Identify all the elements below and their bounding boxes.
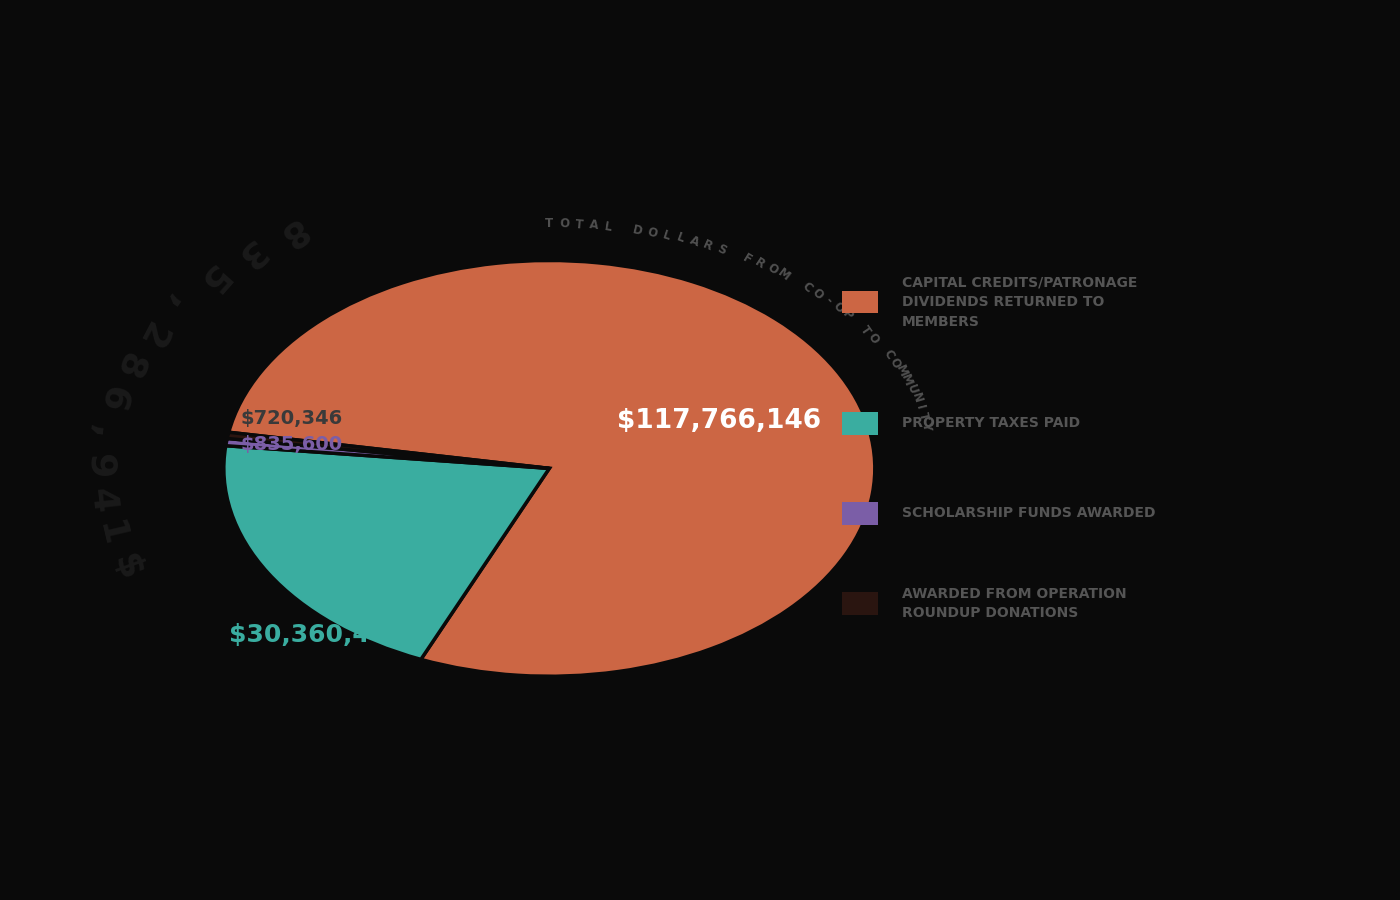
Text: L: L [675,231,686,246]
Bar [843,592,878,615]
Text: -: - [822,294,834,307]
Wedge shape [228,260,875,676]
Text: O: O [645,225,658,240]
Text: S: S [714,242,728,257]
Text: 4: 4 [84,486,120,515]
Bar [843,502,878,525]
Text: C: C [799,279,815,295]
Wedge shape [224,446,549,660]
Text: 9: 9 [83,454,116,479]
Text: I: I [913,403,927,411]
Text: O: O [809,285,826,302]
Text: $30,360,447: $30,360,447 [230,623,405,647]
Text: O: O [865,330,882,346]
Text: CAPITAL CREDITS/PATRONAGE
DIVIDENDS RETURNED TO
MEMBERS: CAPITAL CREDITS/PATRONAGE DIVIDENDS RETU… [902,275,1137,328]
Text: 8: 8 [272,212,311,254]
Text: T: T [858,323,872,337]
Text: M: M [893,364,910,380]
Text: 8: 8 [108,348,148,383]
Text: M: M [776,266,792,284]
Text: 5: 5 [190,257,232,299]
Text: T: T [545,217,553,230]
Text: SCHOLARSHIP FUNDS AWARDED: SCHOLARSHIP FUNDS AWARDED [902,507,1155,520]
Text: O: O [559,217,570,230]
Text: C: C [881,347,896,361]
Text: AWARDED FROM OPERATION
ROUNDUP DONATIONS: AWARDED FROM OPERATION ROUNDUP DONATIONS [902,587,1127,620]
Text: PROPERTY TAXES PAID: PROPERTY TAXES PAID [902,417,1079,430]
Text: $: $ [106,549,147,584]
Text: 3: 3 [228,233,270,275]
Text: U: U [904,382,920,396]
Text: ,: , [85,423,120,441]
Wedge shape [225,438,549,468]
Text: $835,600: $835,600 [241,435,342,454]
Text: $117,766,146: $117,766,146 [617,408,822,434]
Text: R: R [752,256,767,272]
Text: T: T [574,218,584,231]
Text: $720,346: $720,346 [241,409,343,428]
Text: F: F [741,251,755,266]
Text: 2: 2 [130,316,172,354]
Text: O: O [764,261,780,277]
Text: L: L [603,220,613,234]
Text: P: P [840,307,855,322]
Text: D: D [631,223,644,238]
Bar [843,412,878,435]
Text: Y: Y [920,420,934,431]
Text: O: O [886,356,903,370]
Text: A: A [588,219,599,232]
Wedge shape [227,432,549,468]
Text: A: A [687,234,701,249]
Text: L: L [661,228,672,243]
Text: T: T [917,411,931,422]
Text: N: N [909,392,924,405]
Text: 1: 1 [91,518,130,550]
Text: O: O [830,300,846,316]
Text: 6: 6 [92,382,132,415]
Bar [843,291,878,313]
Text: ,: , [161,290,196,320]
Text: M: M [899,373,914,388]
Text: R: R [701,238,714,254]
